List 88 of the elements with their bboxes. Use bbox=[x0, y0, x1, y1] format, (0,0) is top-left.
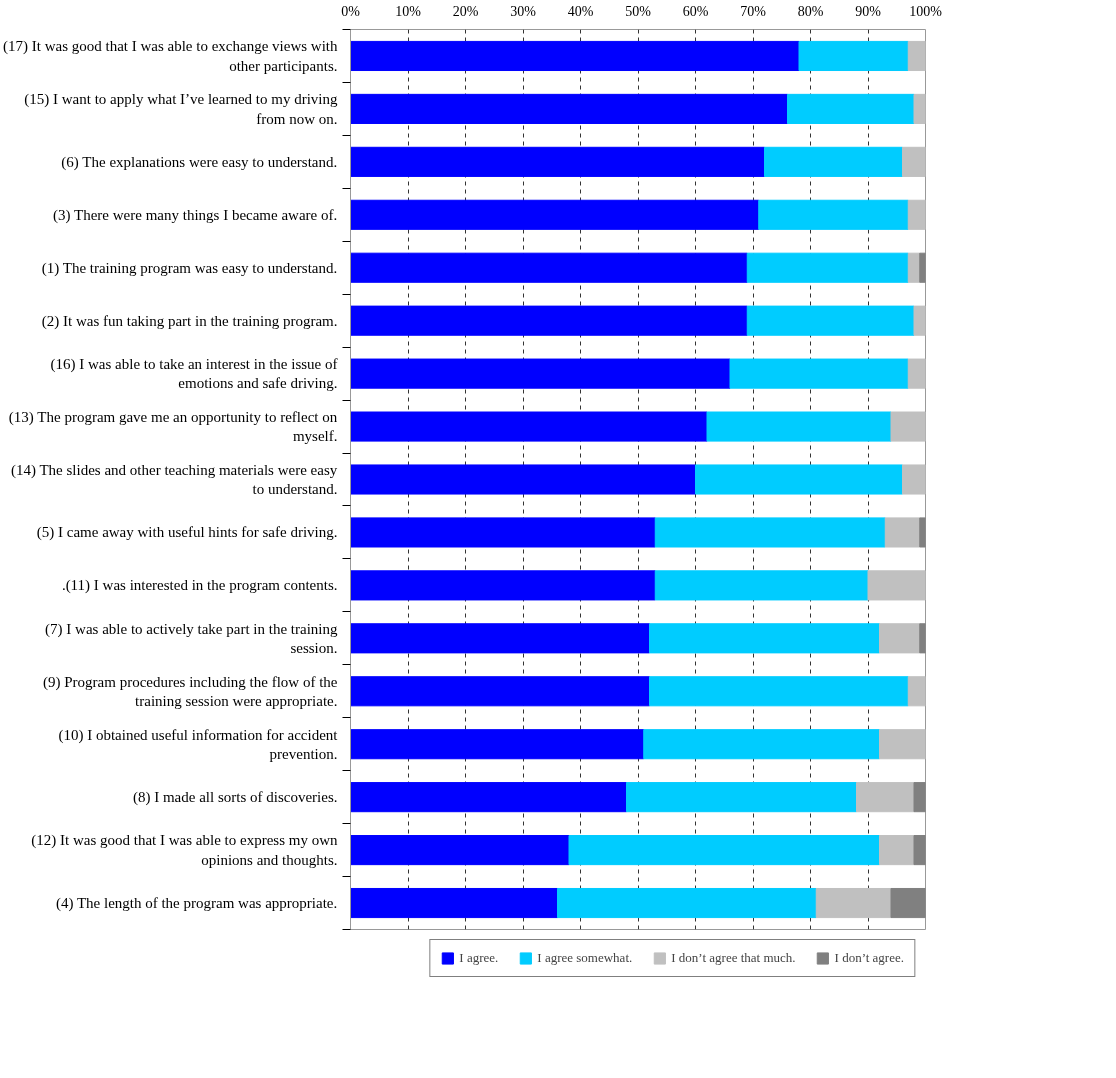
bar bbox=[654, 570, 869, 601]
bar bbox=[919, 252, 926, 283]
bar bbox=[350, 729, 645, 760]
x-tick-label: 30% bbox=[510, 3, 537, 19]
bar bbox=[568, 835, 880, 866]
bar bbox=[350, 40, 800, 72]
bar bbox=[919, 517, 926, 548]
bar bbox=[913, 93, 926, 124]
bar bbox=[856, 782, 915, 813]
bar bbox=[649, 623, 880, 654]
y-tick-label: (12) It was good that I was able to express my own opinions and thoughts. bbox=[31, 832, 338, 868]
y-tick-label: (15) I want to apply what I’ve learned to my driving from now on. bbox=[24, 91, 338, 127]
bar bbox=[758, 199, 909, 230]
bar bbox=[913, 305, 926, 336]
legend-label: I agree somewhat. bbox=[537, 950, 633, 966]
bar bbox=[907, 676, 926, 707]
bar bbox=[350, 146, 765, 177]
y-tick-label: (10) I obtained useful information for accident prevention. bbox=[58, 726, 339, 762]
x-tick-label: 100% bbox=[909, 3, 943, 19]
bar bbox=[557, 887, 817, 919]
x-tick-label: 70% bbox=[740, 3, 767, 19]
y-tick-label: (13) The program gave me an opportunity to reflect on myself. bbox=[8, 408, 338, 445]
bar bbox=[350, 623, 650, 654]
bar bbox=[879, 835, 915, 866]
bar bbox=[787, 93, 915, 124]
bar bbox=[350, 464, 696, 495]
bar bbox=[350, 835, 570, 866]
bar bbox=[913, 782, 926, 813]
bar bbox=[890, 411, 926, 442]
bar bbox=[746, 305, 915, 336]
legend-label: I agree. bbox=[459, 950, 499, 966]
y-tick-label: .(11) I was interested in the program contents. bbox=[61, 577, 338, 595]
bar bbox=[815, 887, 892, 919]
bar bbox=[695, 464, 903, 495]
y-tick-label: (5) I came away with useful hints for safe driving. bbox=[36, 524, 338, 542]
y-tick-label: (16) I was able to take an interest in the issue of emotions and safe driving. bbox=[50, 356, 338, 392]
x-tick-label: 0% bbox=[341, 3, 361, 19]
bar bbox=[902, 464, 926, 495]
x-tick-label: 20% bbox=[452, 3, 479, 19]
bar bbox=[350, 570, 656, 601]
bar bbox=[729, 358, 909, 389]
y-tick-label: (3) There were many things I became aware of. bbox=[53, 206, 338, 224]
bar bbox=[350, 358, 731, 389]
y-tick-label: (14) The slides and other teaching materials were easy to understand. bbox=[10, 461, 338, 498]
y-tick-label: (2) It was fun taking part in the training program. bbox=[41, 312, 338, 330]
y-tick-label: (9) Program procedures including the flow of the training session were appropriate. bbox=[43, 673, 338, 709]
y-tick-label: (6) The explanations were easy to understand. bbox=[61, 153, 338, 171]
y-tick-label: (4) The length of the program was appropriate. bbox=[55, 895, 338, 913]
bar bbox=[350, 199, 760, 230]
bar bbox=[350, 411, 708, 442]
bar bbox=[884, 517, 921, 548]
x-tick-label: 40% bbox=[567, 3, 594, 19]
x-tick-label: 90% bbox=[855, 3, 882, 19]
bar bbox=[919, 623, 926, 654]
bar bbox=[350, 252, 748, 283]
bar bbox=[907, 199, 926, 230]
bar bbox=[626, 782, 857, 813]
bar bbox=[879, 623, 921, 654]
bar bbox=[649, 676, 909, 707]
bar bbox=[643, 729, 880, 760]
x-tick-label: 10% bbox=[395, 3, 422, 19]
bar bbox=[350, 305, 748, 336]
bar bbox=[350, 782, 627, 813]
bar bbox=[350, 93, 788, 124]
bar bbox=[890, 887, 926, 919]
bar bbox=[879, 729, 926, 760]
legend-label: I don’t agree that much. bbox=[671, 950, 796, 966]
bar bbox=[798, 40, 909, 72]
x-tick-label: 60% bbox=[682, 3, 709, 19]
y-tick-label: (7) I was able to actively take part in the training session. bbox=[45, 620, 338, 656]
bar bbox=[706, 411, 892, 442]
y-tick-label: (17) It was good that I was able to exchange views with other participants. bbox=[3, 38, 338, 74]
bar bbox=[907, 358, 926, 389]
bar bbox=[907, 40, 926, 72]
bar bbox=[654, 517, 886, 548]
bar bbox=[764, 146, 903, 177]
bar bbox=[913, 835, 926, 866]
x-tick-label: 80% bbox=[797, 3, 824, 19]
bar bbox=[902, 146, 926, 177]
bar bbox=[867, 570, 926, 601]
y-tick-label: (1) The training program was easy to understand. bbox=[41, 259, 338, 277]
x-tick-label: 50% bbox=[625, 3, 652, 19]
bar bbox=[350, 887, 558, 919]
y-tick-label: (8) I made all sorts of discoveries. bbox=[132, 789, 338, 807]
legend-label: I don’t agree. bbox=[834, 950, 904, 966]
bar bbox=[350, 517, 656, 548]
bar bbox=[350, 676, 650, 707]
bar bbox=[746, 252, 909, 283]
